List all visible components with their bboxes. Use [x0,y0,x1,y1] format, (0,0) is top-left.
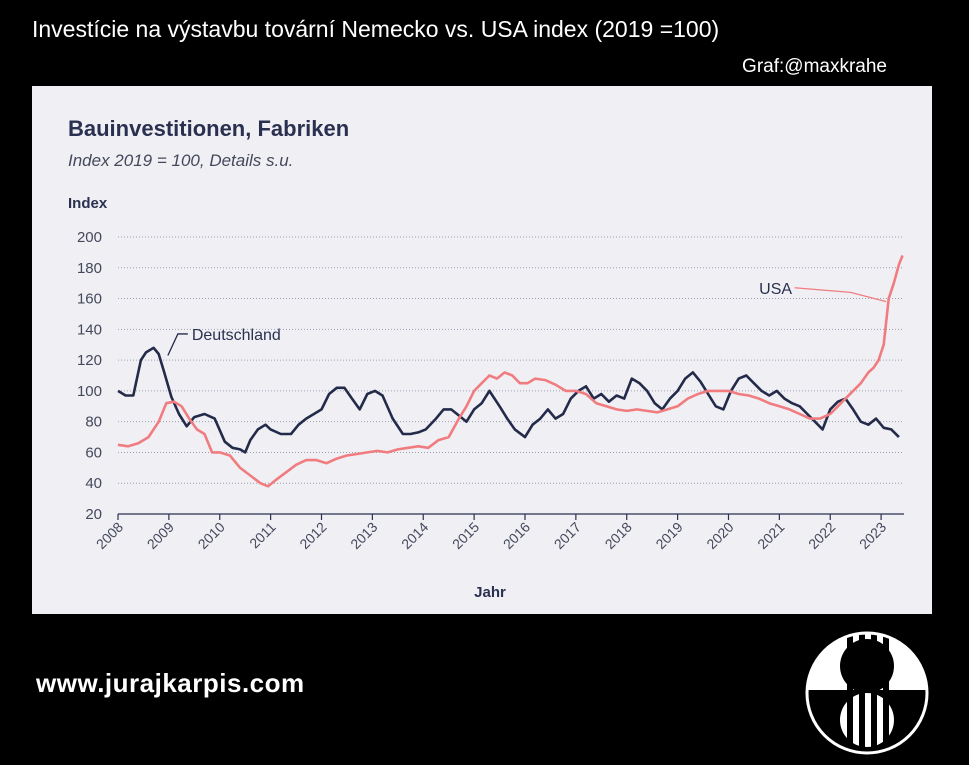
series-labels: Deutschland USA [167,281,887,356]
x-axis: 2008 2009 2010 2011 2012 2013 2014 2015 2016 2017… [93,513,904,552]
chart-title: Bauinvestitionen, Fabriken [68,116,349,141]
dollar-sign-circle-logo [805,631,929,755]
x-tick-label: 2019 [652,519,685,552]
x-axis-label: Jahr [474,584,506,601]
x-tick-label: 2017 [551,519,584,552]
series-line-usa [117,255,904,488]
x-tick-label: 2010 [195,519,228,552]
y-tick-label: 180 [77,260,102,277]
y-tick-label: 140 [77,321,102,338]
x-tick-label: 2016 [500,519,533,552]
grid-lines: 200 180 160 140 120 100 80 60 40 20 [77,229,904,523]
y-tick-label: 80 [85,414,102,431]
y-tick-label: 120 [77,352,102,369]
y-tick-label: 60 [85,444,102,461]
y-tick-label: 20 [85,506,102,523]
x-tick-label: 2023 [856,519,889,552]
x-tick-label: 2011 [246,519,279,552]
y-axis-label: Index [68,195,108,212]
x-tick-label: 2021 [754,519,787,552]
page-title: Investície na výstavbu tovární Nemecko v… [32,16,720,42]
x-tick-label: 2012 [296,519,329,552]
chart-panel: Bauinvestitionen, Fabriken Index 2019 = … [32,86,932,614]
x-tick-label: 2020 [703,519,736,552]
y-tick-label: 100 [77,383,102,400]
x-tick-label: 2009 [144,519,177,552]
y-tick-label: 200 [77,229,102,246]
series-label-leader [794,287,887,303]
series-label-usa: USA [759,281,792,298]
series-line-deutschland [117,346,900,454]
y-tick-label: 40 [85,475,102,492]
x-tick-label: 2022 [805,519,838,552]
chart-credit: Graf:@maxkrahe [742,56,887,77]
series-label-deutschland: Deutschland [192,327,281,344]
x-tick-label: 2014 [398,519,431,552]
chart-subtitle: Index 2019 = 100, Details s.u. [68,151,293,170]
website-link[interactable]: www.jurajkarpis.com [36,668,305,698]
line-chart: Bauinvestitionen, Fabriken Index 2019 = … [68,116,904,601]
y-tick-label: 160 [77,291,102,308]
x-tick-label: 2013 [347,519,380,552]
series-label-leader [167,333,188,356]
series-lines [117,255,904,488]
x-tick-label: 2015 [449,519,482,552]
x-tick-label: 2018 [602,519,635,552]
x-tick-label: 2008 [93,519,126,552]
